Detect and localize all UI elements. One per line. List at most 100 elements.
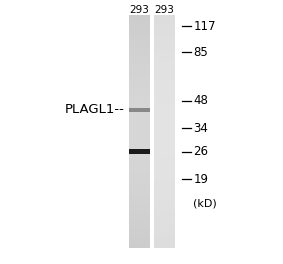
Bar bbox=[129, 44, 150, 48]
Bar bbox=[154, 73, 175, 77]
Bar bbox=[154, 131, 175, 135]
Bar bbox=[154, 146, 175, 149]
Bar bbox=[154, 204, 175, 208]
Bar bbox=[154, 36, 175, 39]
Bar bbox=[154, 213, 175, 216]
Bar bbox=[154, 216, 175, 219]
Bar bbox=[154, 62, 175, 65]
Bar bbox=[129, 236, 150, 239]
Bar bbox=[129, 108, 150, 112]
Bar bbox=[154, 39, 175, 42]
Bar bbox=[154, 91, 175, 94]
Bar bbox=[154, 15, 175, 19]
Bar bbox=[129, 65, 150, 68]
Bar bbox=[129, 120, 150, 123]
Bar bbox=[129, 198, 150, 202]
Bar bbox=[154, 245, 175, 248]
Bar bbox=[129, 239, 150, 242]
Bar bbox=[154, 155, 175, 158]
Bar bbox=[129, 53, 150, 56]
Bar bbox=[129, 59, 150, 62]
Bar bbox=[129, 224, 150, 228]
Bar bbox=[154, 169, 175, 173]
Bar bbox=[154, 140, 175, 144]
Bar bbox=[129, 73, 150, 77]
Bar bbox=[154, 59, 175, 62]
Bar bbox=[154, 198, 175, 202]
Bar bbox=[129, 216, 150, 219]
Bar bbox=[129, 158, 150, 161]
Bar bbox=[154, 88, 175, 91]
Bar bbox=[154, 143, 175, 147]
Text: 293: 293 bbox=[155, 5, 175, 15]
Bar bbox=[154, 239, 175, 242]
Bar bbox=[129, 187, 150, 190]
Bar bbox=[154, 192, 175, 196]
Bar bbox=[129, 82, 150, 86]
Bar bbox=[154, 134, 175, 138]
Bar bbox=[154, 102, 175, 106]
Bar bbox=[129, 15, 150, 19]
Bar bbox=[154, 207, 175, 210]
Bar bbox=[154, 70, 175, 74]
Bar bbox=[129, 149, 150, 152]
Bar bbox=[129, 108, 150, 112]
Bar bbox=[129, 36, 150, 39]
Bar bbox=[129, 129, 150, 132]
Bar bbox=[129, 41, 150, 45]
Bar bbox=[129, 149, 150, 154]
Bar bbox=[129, 178, 150, 181]
Bar bbox=[129, 134, 150, 138]
Bar bbox=[154, 82, 175, 86]
Bar bbox=[129, 126, 150, 129]
Bar bbox=[154, 219, 175, 222]
Bar bbox=[154, 210, 175, 213]
Bar bbox=[154, 94, 175, 97]
Bar bbox=[154, 175, 175, 178]
Bar bbox=[129, 155, 150, 158]
Bar bbox=[154, 30, 175, 33]
Bar bbox=[154, 184, 175, 187]
Bar bbox=[129, 227, 150, 231]
Bar bbox=[154, 152, 175, 155]
Bar bbox=[129, 47, 150, 51]
Bar bbox=[129, 161, 150, 164]
Bar bbox=[154, 79, 175, 83]
Bar bbox=[129, 233, 150, 237]
Bar bbox=[129, 97, 150, 100]
Bar bbox=[154, 105, 175, 109]
Bar bbox=[129, 175, 150, 178]
Bar bbox=[154, 50, 175, 54]
Bar bbox=[129, 169, 150, 173]
Bar bbox=[129, 207, 150, 210]
Bar bbox=[154, 100, 175, 103]
Bar bbox=[154, 47, 175, 51]
Text: (kD): (kD) bbox=[193, 199, 217, 209]
Bar bbox=[154, 117, 175, 120]
Bar bbox=[154, 149, 175, 152]
Bar bbox=[154, 21, 175, 25]
Bar bbox=[154, 137, 175, 141]
Bar bbox=[154, 56, 175, 59]
Bar bbox=[154, 18, 175, 22]
Bar bbox=[129, 21, 150, 25]
Bar bbox=[154, 27, 175, 30]
Bar bbox=[129, 190, 150, 193]
Bar bbox=[129, 201, 150, 205]
Bar bbox=[129, 117, 150, 120]
Bar bbox=[129, 70, 150, 74]
Bar bbox=[129, 242, 150, 245]
Bar bbox=[154, 172, 175, 176]
Bar bbox=[129, 100, 150, 103]
Bar bbox=[154, 126, 175, 129]
Bar bbox=[129, 105, 150, 109]
Bar bbox=[129, 18, 150, 22]
Text: 293: 293 bbox=[129, 5, 149, 15]
Bar bbox=[154, 24, 175, 27]
Bar bbox=[129, 146, 150, 149]
Bar bbox=[154, 108, 175, 112]
Bar bbox=[154, 187, 175, 190]
Bar bbox=[154, 181, 175, 184]
Text: PLAGL1--: PLAGL1-- bbox=[65, 103, 125, 116]
Bar bbox=[154, 178, 175, 181]
